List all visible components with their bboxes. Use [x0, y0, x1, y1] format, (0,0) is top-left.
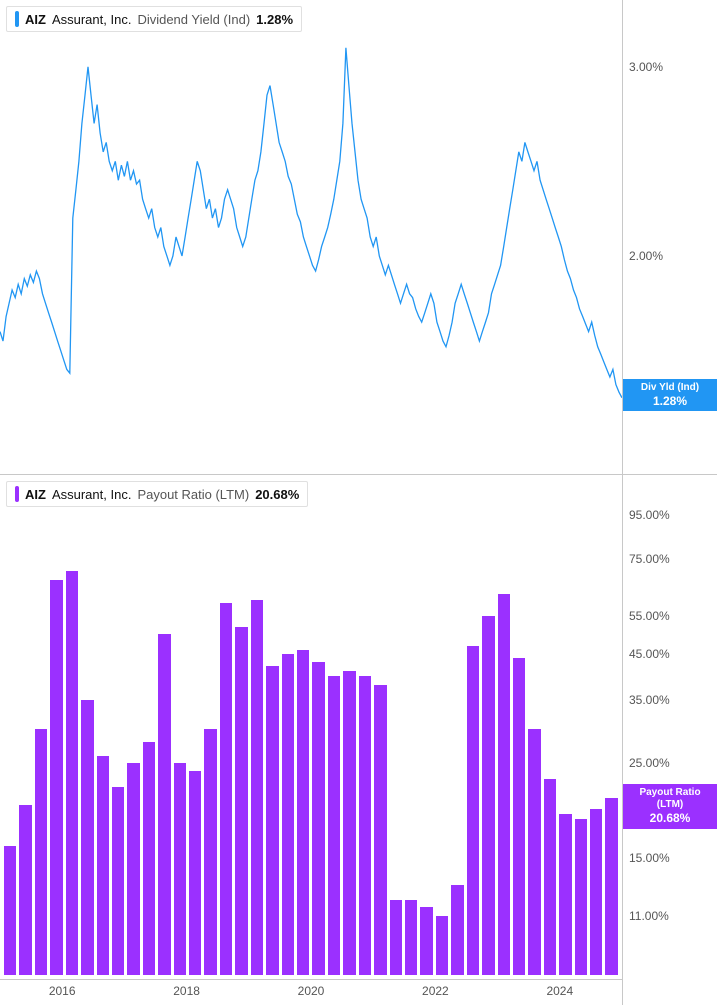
legend-ticker: AIZ — [25, 487, 46, 502]
y-axis-top: 3.00% 2.00% Div Yld (Ind)1.28% — [622, 0, 717, 474]
bar[interactable] — [390, 900, 402, 975]
legend-top: AIZ Assurant, Inc. Dividend Yield (Ind) … — [6, 6, 302, 32]
current-value-badge: Div Yld (Ind)1.28% — [623, 379, 717, 411]
bar[interactable] — [451, 885, 463, 975]
dividend-yield-panel: AIZ Assurant, Inc. Dividend Yield (Ind) … — [0, 0, 717, 475]
bar[interactable] — [297, 650, 309, 975]
y-tick-label: 25.00% — [629, 756, 670, 770]
bar[interactable] — [374, 685, 386, 975]
x-tick-label: 2016 — [49, 984, 76, 998]
bar[interactable] — [220, 603, 232, 975]
legend-color-tick — [15, 486, 19, 502]
legend-ticker: AIZ — [25, 12, 46, 27]
legend-metric: Payout Ratio (LTM) — [137, 487, 249, 502]
bar[interactable] — [528, 729, 540, 975]
x-tick-label: 2024 — [546, 984, 573, 998]
legend-metric: Dividend Yield (Ind) — [137, 12, 250, 27]
bar[interactable] — [50, 580, 62, 975]
legend-bottom: AIZ Assurant, Inc. Payout Ratio (LTM) 20… — [6, 481, 308, 507]
y-tick-label: 2.00% — [629, 249, 663, 263]
legend-company-name: Assurant, Inc. — [52, 487, 131, 502]
bar[interactable] — [158, 634, 170, 975]
x-tick-label: 2022 — [422, 984, 449, 998]
legend-company-name: Assurant, Inc. — [52, 12, 131, 27]
x-axis: 2016 2018 2020 2022 2024 — [0, 979, 622, 1005]
y-tick-label: 35.00% — [629, 693, 670, 707]
bar[interactable] — [174, 763, 186, 975]
bar-chart-area[interactable] — [0, 475, 622, 1005]
payout-ratio-panel: AIZ Assurant, Inc. Payout Ratio (LTM) 20… — [0, 475, 717, 1005]
bar[interactable] — [143, 742, 155, 975]
bar[interactable] — [66, 571, 78, 975]
bar[interactable] — [4, 846, 16, 975]
bar[interactable] — [127, 763, 139, 975]
bar[interactable] — [575, 819, 587, 975]
x-tick-label: 2018 — [173, 984, 200, 998]
bar[interactable] — [559, 814, 571, 975]
bars-container — [0, 505, 622, 975]
bar[interactable] — [513, 658, 525, 975]
y-tick-label: 45.00% — [629, 647, 670, 661]
legend-value: 1.28% — [256, 12, 293, 27]
bar[interactable] — [266, 666, 278, 975]
y-tick-label: 15.00% — [629, 851, 670, 865]
legend-color-tick — [15, 11, 19, 27]
bar[interactable] — [235, 627, 247, 975]
bar[interactable] — [420, 907, 432, 975]
bar[interactable] — [282, 654, 294, 975]
bar[interactable] — [97, 756, 109, 975]
current-value-badge: Payout Ratio (LTM)20.68% — [623, 784, 717, 828]
bar[interactable] — [328, 676, 340, 975]
bar[interactable] — [251, 600, 263, 975]
bar[interactable] — [590, 809, 602, 975]
y-tick-label: 3.00% — [629, 60, 663, 74]
x-tick-label: 2020 — [298, 984, 325, 998]
bar[interactable] — [359, 676, 371, 975]
bar[interactable] — [35, 729, 47, 975]
legend-value: 20.68% — [255, 487, 299, 502]
dividend-yield-line — [0, 48, 622, 398]
y-tick-label: 11.00% — [629, 909, 669, 923]
bar[interactable] — [605, 798, 617, 975]
bar[interactable] — [312, 662, 324, 975]
bar[interactable] — [189, 771, 201, 975]
y-tick-label: 75.00% — [629, 552, 670, 566]
bar[interactable] — [112, 787, 124, 975]
bar[interactable] — [498, 594, 510, 975]
bar[interactable] — [436, 916, 448, 975]
bar[interactable] — [81, 700, 93, 975]
bar[interactable] — [343, 671, 355, 975]
bar[interactable] — [19, 805, 31, 976]
bar[interactable] — [467, 646, 479, 976]
y-axis-bottom: 95.00%75.00%55.00%45.00%35.00%25.00%19.0… — [622, 475, 717, 1005]
bar[interactable] — [544, 779, 556, 976]
bar[interactable] — [482, 616, 494, 975]
y-tick-label: 55.00% — [629, 609, 670, 623]
y-tick-label: 95.00% — [629, 508, 670, 522]
bar[interactable] — [405, 900, 417, 975]
line-chart-area[interactable] — [0, 0, 622, 474]
bar[interactable] — [204, 729, 216, 975]
